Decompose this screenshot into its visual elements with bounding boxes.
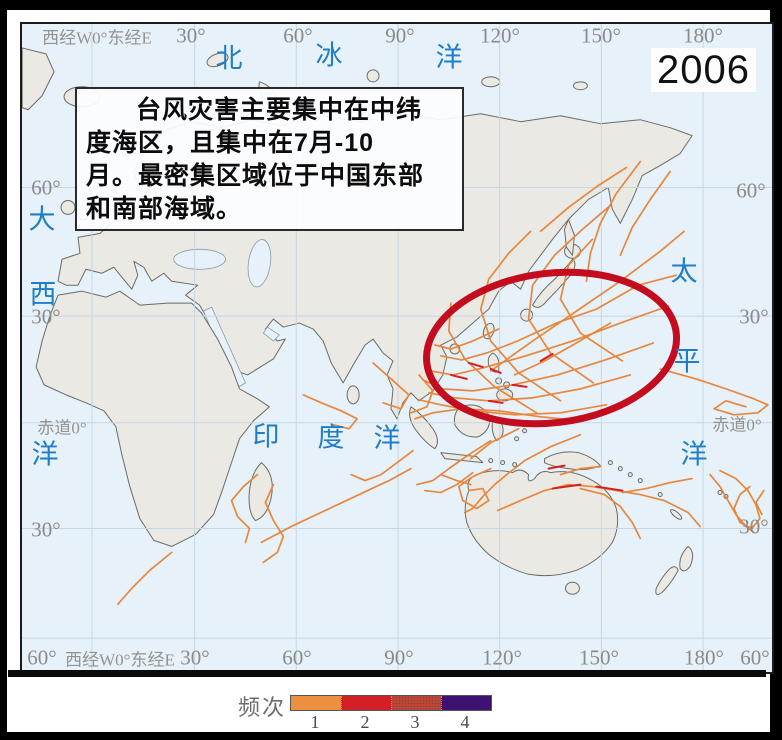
typhoon-track [457,467,492,510]
typhoon-track [260,467,412,544]
typhoon-track [559,465,602,476]
legend-color-bar [290,695,492,711]
track-overlap-segments [449,352,624,492]
typhoon-track [302,394,358,430]
map-panel: 西经W0°东经E 30° 60° 90° 120° 150° 180° 60° 西经W0°东经E… [7,10,774,732]
typhoon-track [489,230,685,372]
typhoon-track [513,322,612,376]
track-overlap-segment [487,399,504,404]
typhoon-track [428,374,632,402]
legend-value-labels: 1 2 3 4 [290,712,490,733]
typhoon-track [585,160,642,283]
highlight-ellipse [423,268,681,428]
typhoon-track [416,439,492,486]
annotation-line: 度海区，且集中在7月-10 [86,129,375,157]
typhoon-track [527,204,612,384]
track-overlap-segment [595,485,624,492]
track-overlap-segment [511,383,528,388]
typhoon-track [559,238,624,362]
typhoon-track [117,551,173,606]
highlight-ellipse-layer [423,268,681,428]
typhoon-track [463,473,508,514]
typhoon-track [372,362,410,410]
frequency-legend: 频次 1 2 3 4 [238,688,538,733]
legend-value: 1 [310,712,320,732]
annotation-line: 和南部海域。 [86,195,243,223]
typhoon-track [755,489,765,516]
typhoon-track [505,433,582,476]
typhoon-track [709,473,755,534]
track-overlap-segment [551,483,582,490]
legend-value: 3 [410,712,420,732]
typhoon-track [230,473,259,544]
annotation-line: 月。最密集区域位于中国东部 [86,162,425,190]
typhoon-track [424,471,474,494]
typhoon-track [414,407,582,422]
typhoon-track [539,166,628,233]
typhoon-track [418,398,608,416]
typhoon-track [579,487,642,540]
typhoon-track [447,302,538,414]
track-overlap-segment [449,373,468,380]
typhoon-track [350,449,414,482]
typhoon-track [440,473,472,486]
typhoon-track [469,427,520,460]
typhoon-track [621,477,693,494]
typhoon-track [659,368,769,416]
typhoon-tracks [117,160,769,606]
typhoon-track [410,374,434,414]
legend-value: 2 [360,712,370,732]
legend-swatch-4 [441,696,491,710]
legend-value: 4 [460,712,470,732]
typhoon-track [719,469,761,530]
typhoon-track [619,170,672,257]
track-overlap-segment [539,352,554,362]
annotation-box: 台风灾害主要集中在中纬度海区，且集中在7月-10 月。最密集区域位于中国东部 和南部… [75,87,464,231]
year-label: 2006 [651,48,756,92]
legend-swatch-1 [291,696,341,710]
legend-swatch-3 [391,696,441,710]
track-overlap-segment [489,367,502,374]
typhoon-track [262,483,285,564]
track-overlap-segment [547,464,566,470]
separator-line [8,670,766,677]
world-map: 西经W0°东经E 30° 60° 90° 120° 150° 180° 60° 西经W0°东经E… [20,22,774,674]
track-overlap-segment [467,361,484,368]
annotation-line: 台风灾害主要集中在中纬 [136,96,423,124]
typhoon-track [434,328,500,350]
legend-swatch-2 [341,696,391,710]
legend-title: 频次 [238,695,287,720]
